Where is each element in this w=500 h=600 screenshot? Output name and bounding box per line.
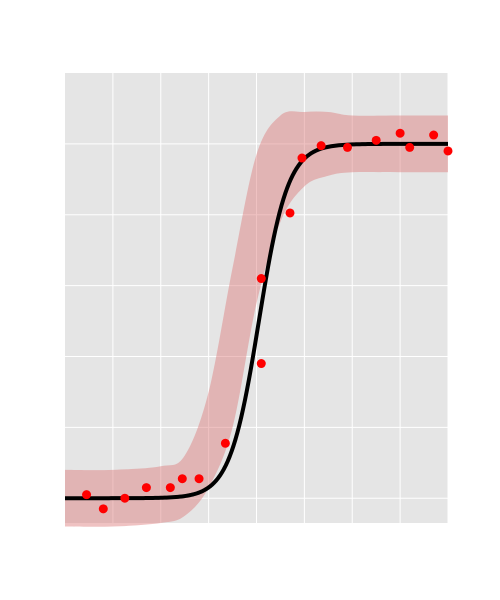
data-points — [82, 128, 453, 514]
data-point — [141, 483, 151, 493]
data-point — [177, 474, 187, 484]
data-point — [342, 142, 352, 152]
data-point — [256, 274, 266, 284]
data-point — [405, 142, 415, 152]
data-point — [443, 146, 453, 156]
data-point — [395, 128, 405, 138]
data-point — [316, 141, 326, 151]
data-point — [194, 474, 204, 484]
data-point — [98, 504, 108, 514]
data-point — [285, 208, 295, 218]
data-point — [165, 483, 175, 493]
data-point — [220, 438, 230, 448]
data-point — [371, 135, 381, 145]
data-point — [256, 359, 266, 369]
data-point — [429, 130, 439, 140]
data-point — [120, 493, 130, 503]
data-point — [297, 153, 307, 163]
data-point — [82, 490, 92, 500]
confidence-band — [65, 111, 448, 527]
